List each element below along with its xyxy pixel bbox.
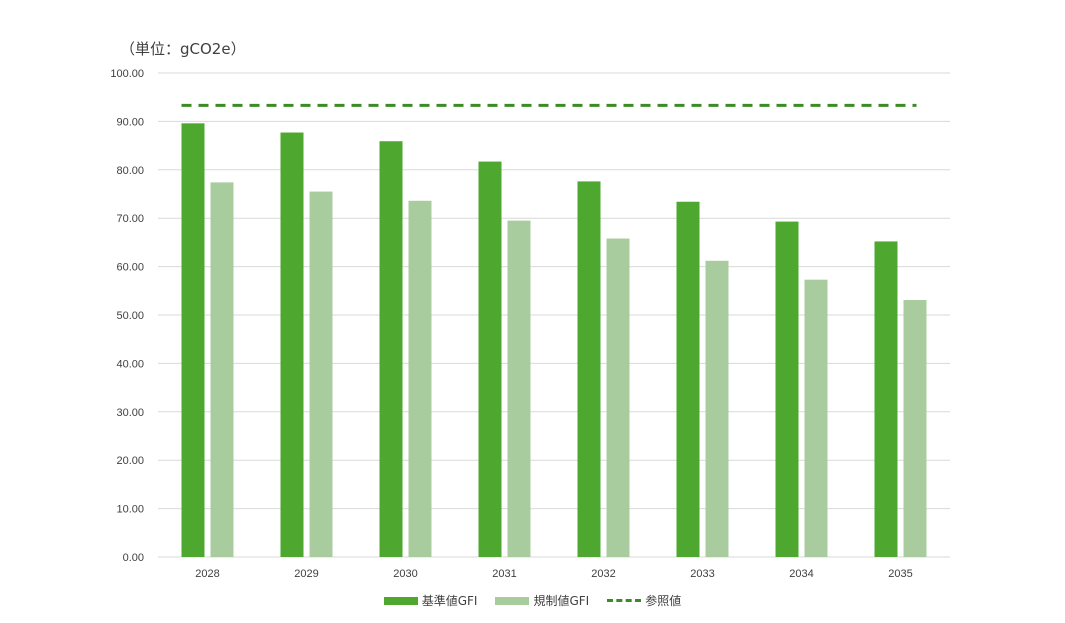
y-tick-label: 80.00 [116,165,144,177]
legend-item-series1: 基準値GFI [383,592,478,609]
bar-series1 [478,161,502,557]
bar-series1 [676,201,700,557]
bar-series1 [181,123,205,557]
y-tick-label: 20.00 [116,455,144,467]
bar-series1 [775,221,799,557]
x-tick-label: 2028 [195,568,219,580]
bar-series2 [606,238,630,557]
y-tick-label: 10.00 [116,504,144,516]
bar-series1 [379,141,403,557]
y-tick-label: 70.00 [116,213,144,225]
bar-series2 [408,200,432,557]
y-tick-label: 40.00 [116,358,144,370]
unit-label: （単位：gCO2e） [120,40,246,58]
legend-item-series2: 規制値GFI [495,592,589,609]
bar-series2 [507,220,531,557]
y-tick-label: 90.00 [116,116,144,128]
x-tick-label: 2032 [591,568,615,580]
y-tick-label: 60.00 [116,262,144,274]
y-tick-label: 100.00 [110,68,144,80]
x-tick-label: 2035 [888,568,912,580]
y-tick-label: 30.00 [116,407,144,419]
legend-swatch-series1 [383,596,418,605]
bar-series1 [874,241,898,557]
legend: 基準値GFI 規制値GFI 参照値 [0,592,1065,609]
legend-label-series2: 規制値GFI [533,594,590,608]
x-tick-label: 2031 [492,568,516,580]
legend-item-reference: 参照値 [607,592,681,609]
bar-series2 [903,299,927,557]
bar-series2 [210,182,234,557]
x-tick-label: 2030 [393,568,417,580]
y-tick-label: 0.00 [123,552,144,564]
bar-series1 [280,132,304,558]
legend-swatch-reference [607,599,642,602]
x-tick-label: 2029 [294,568,318,580]
bar-series2 [705,260,729,557]
x-tick-label: 2033 [690,568,714,580]
legend-label-reference: 参照値 [645,594,682,608]
bar-series2 [804,279,828,557]
bar-series2 [309,191,333,557]
x-tick-label: 2034 [789,568,813,580]
y-tick-label: 50.00 [116,310,144,322]
legend-swatch-series2 [495,596,530,605]
legend-label-series1: 基準値GFI [421,594,478,608]
bar-series1 [577,181,601,557]
